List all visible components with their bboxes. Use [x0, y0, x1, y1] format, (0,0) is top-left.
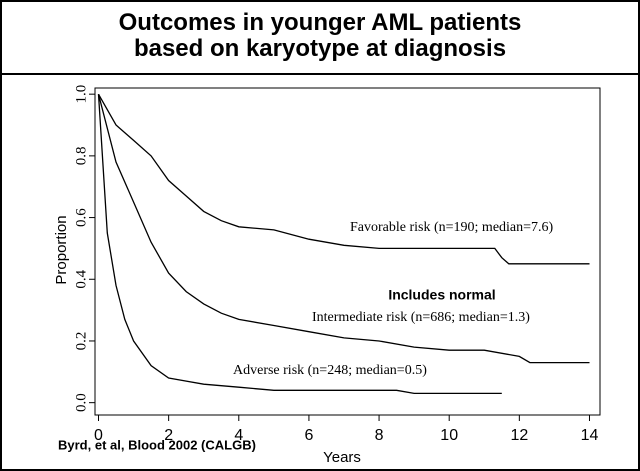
- y-tick-label: 0.4: [73, 269, 89, 288]
- y-tick-label: 1.0: [73, 85, 89, 104]
- survival-curve: [97, 94, 590, 364]
- survival-curve: [97, 93, 590, 265]
- x-tick-label: 6: [304, 427, 313, 444]
- x-tick-label: 10: [440, 427, 458, 444]
- x-tick-label: 12: [510, 427, 528, 444]
- curve-label: Intermediate risk (n=686; median=1.3): [312, 310, 530, 325]
- x-tick-label: 4: [234, 427, 243, 444]
- curve-label: Adverse risk (n=248; median=0.5): [233, 363, 427, 378]
- annotation: Includes normal: [388, 287, 495, 303]
- chart-title: Outcomes in younger AML patients based on…: [119, 9, 522, 62]
- survival-curve: [97, 94, 502, 395]
- y-tick-label: 0.8: [73, 146, 89, 165]
- source-note: Byrd, et al, Blood 2002 (CALGB): [58, 437, 256, 452]
- x-tick-label: 0: [94, 427, 103, 444]
- y-tick-label: 0.6: [73, 208, 89, 227]
- x-tick-label: 14: [581, 427, 599, 444]
- plot-frame: [94, 87, 601, 416]
- curve-label: Favorable risk (n=190; median=7.6): [350, 220, 554, 235]
- x-tick-label: 2: [164, 427, 173, 444]
- x-axis-label: Years: [323, 449, 361, 466]
- y-tick-label: 0.2: [73, 332, 89, 351]
- x-tick-label: 8: [375, 427, 384, 444]
- y-axis-label: Proportion: [53, 215, 70, 284]
- y-tick-label: 0.0: [73, 393, 89, 412]
